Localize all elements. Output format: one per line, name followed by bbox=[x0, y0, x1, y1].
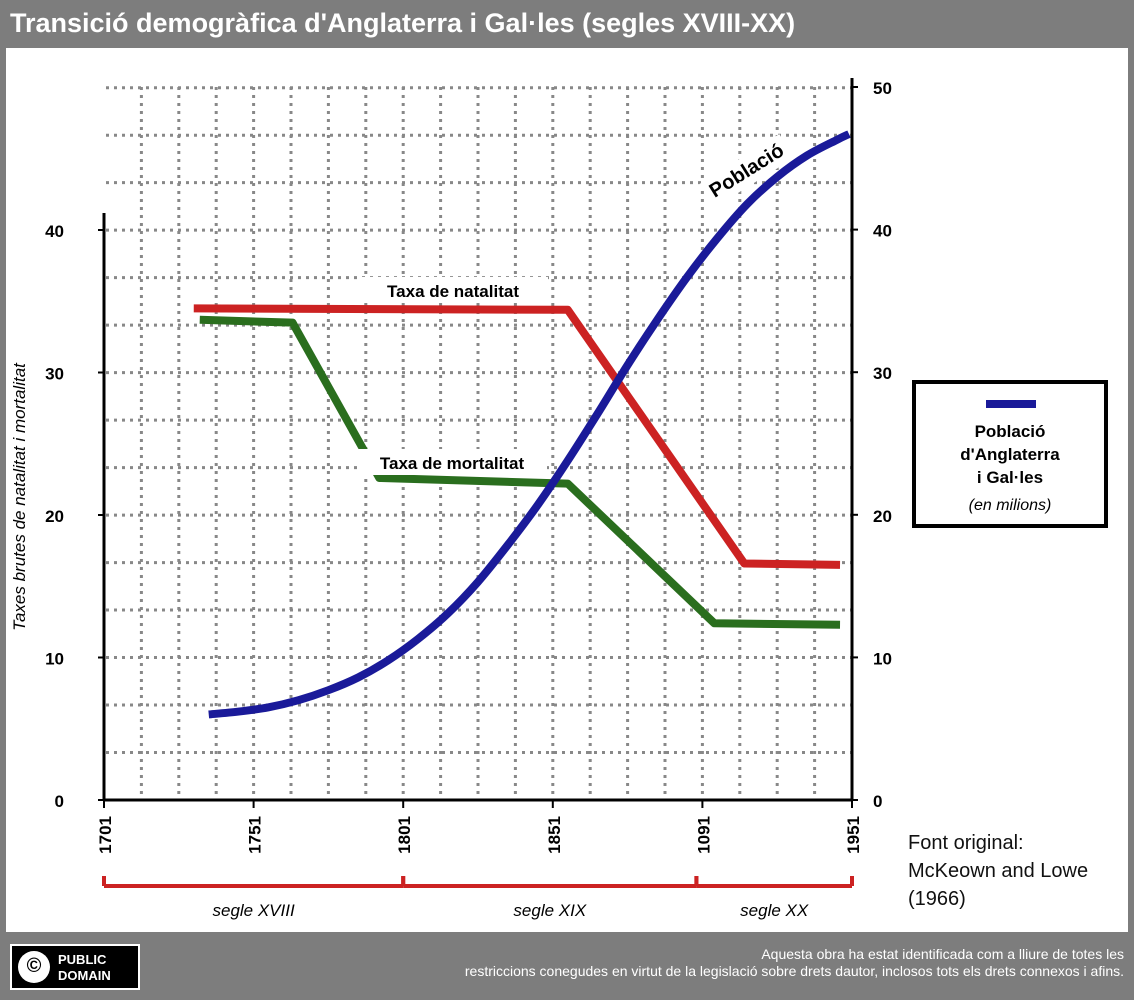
line-label-bg bbox=[358, 277, 548, 303]
x-tick-label: 1951 bbox=[844, 816, 863, 854]
right-tick-label: 30 bbox=[873, 364, 892, 383]
axes-layer: 0 10 20 30 40 0 10 20 30 40 50 Taxes brutes de nata… bbox=[10, 78, 892, 854]
century-label: segle XX bbox=[740, 901, 809, 920]
right-tick-label: 50 bbox=[873, 79, 892, 98]
line-label: Taxa de natalitat bbox=[387, 282, 519, 301]
line-label: Població bbox=[706, 139, 788, 202]
left-tick-label: 20 bbox=[45, 507, 64, 526]
chart-panel: 0 10 20 30 40 0 10 20 30 40 50 Taxes brutes de nata… bbox=[6, 48, 1128, 932]
line-label-bg bbox=[357, 449, 547, 475]
right-tick-label: 40 bbox=[873, 222, 892, 241]
header-bar: Transició demogràfica d'Anglaterra i Gal… bbox=[0, 0, 1134, 48]
x-tick-label: 1751 bbox=[246, 816, 265, 854]
license-notice: Aquesta obra ha estat identificada com a… bbox=[464, 946, 1124, 979]
series-layer bbox=[193, 130, 851, 719]
legend-sublabel: (en milions) bbox=[968, 497, 1052, 514]
grid-layer bbox=[106, 86, 852, 800]
x-tick-label: 1091 bbox=[694, 816, 713, 854]
x-tick-label: 1851 bbox=[545, 816, 564, 854]
left-tick-label: 10 bbox=[45, 650, 64, 669]
series-line-poblaci- bbox=[208, 130, 851, 719]
source-note: Font original: McKeown and Lowe (1966) bbox=[908, 832, 1089, 910]
line-label-bg bbox=[699, 134, 795, 208]
footer-bar bbox=[0, 932, 1134, 1000]
line-label: Taxa de mortalitat bbox=[380, 454, 525, 473]
public-domain-text: PUBLIC DOMAIN bbox=[58, 952, 111, 983]
left-tick-label: 0 bbox=[55, 792, 64, 811]
century-label: segle XIX bbox=[513, 901, 586, 920]
legend-swatch-poblacio bbox=[986, 400, 1036, 408]
right-tick-label: 0 bbox=[873, 792, 882, 811]
left-tick-label: 40 bbox=[45, 222, 64, 241]
legend-label: Població d'Anglaterra i Gal·les bbox=[960, 422, 1060, 487]
left-tick-label: 30 bbox=[45, 365, 64, 384]
public-domain-badge[interactable]: © PUBLIC DOMAIN bbox=[10, 944, 140, 990]
century-layer: segle XVIII segle XIX segle XX bbox=[102, 876, 854, 920]
left-axis-label: Taxes brutes de natalitat i mortalitat bbox=[10, 362, 29, 631]
x-tick-label: 1701 bbox=[96, 816, 115, 854]
series-line-taxa-de-natalitat bbox=[193, 304, 841, 569]
labels-layer: Taxa de natalitat Taxa de mortalitat Pobla… bbox=[357, 134, 795, 475]
page-title: Transició demogràfica d'Anglaterra i Gal… bbox=[10, 8, 796, 38]
right-tick-label: 20 bbox=[873, 507, 892, 526]
public-domain-icon: © bbox=[18, 951, 50, 983]
century-label: segle XVIII bbox=[212, 901, 294, 920]
legend: Població d'Anglaterra i Gal·les (en mili… bbox=[912, 380, 1108, 528]
series-line-taxa-de-mortalitat bbox=[199, 315, 841, 629]
right-tick-label: 10 bbox=[873, 649, 892, 668]
x-tick-label: 1801 bbox=[395, 816, 414, 854]
demographic-transition-chart: 0 10 20 30 40 0 10 20 30 40 50 Taxes brutes de nata… bbox=[10, 78, 892, 920]
